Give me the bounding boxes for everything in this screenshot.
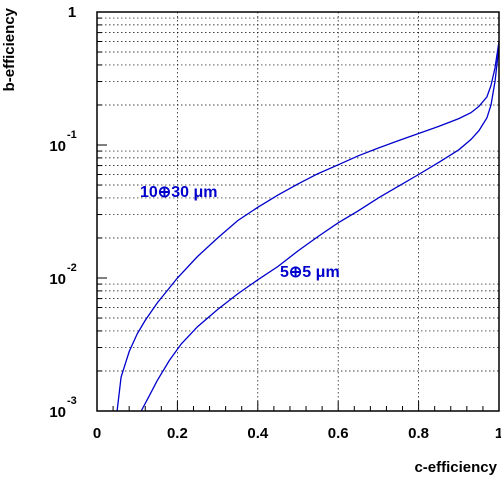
series-line-0 bbox=[116, 41, 500, 412]
y-tick-base: 10 bbox=[49, 404, 66, 421]
series-line-1 bbox=[140, 46, 500, 412]
series-label-5-5: 5⊕5 μm bbox=[280, 264, 340, 281]
series-label-10-30: 10⊕30 μm bbox=[140, 184, 217, 201]
x-tick-label: 0 bbox=[93, 425, 101, 442]
y-tick-base: 10 bbox=[49, 138, 66, 155]
curves bbox=[116, 41, 500, 412]
axis-ticks bbox=[96, 17, 500, 412]
y-tick-base: 1 bbox=[68, 4, 76, 21]
x-axis-title: c-efficiency bbox=[414, 459, 497, 476]
x-tick-label: 0.6 bbox=[328, 425, 349, 442]
y-tick-exponent: -2 bbox=[67, 262, 77, 274]
y-axis-title: b-efficiency bbox=[1, 7, 18, 91]
plot-frame bbox=[96, 11, 500, 412]
y-tick-base: 10 bbox=[49, 271, 66, 288]
x-tick-label: 0.8 bbox=[408, 425, 429, 442]
y-tick-exponent: -3 bbox=[67, 395, 77, 407]
x-tick-label: 0.4 bbox=[247, 425, 269, 442]
x-tick-label: 1 bbox=[495, 425, 501, 442]
grid bbox=[97, 12, 499, 411]
x-tick-label: 0.2 bbox=[167, 425, 188, 442]
tick-labels: 0 0.2 0.4 0.6 0.8 110-310-210-11 bbox=[49, 4, 501, 442]
y-tick-exponent: -1 bbox=[67, 129, 77, 141]
